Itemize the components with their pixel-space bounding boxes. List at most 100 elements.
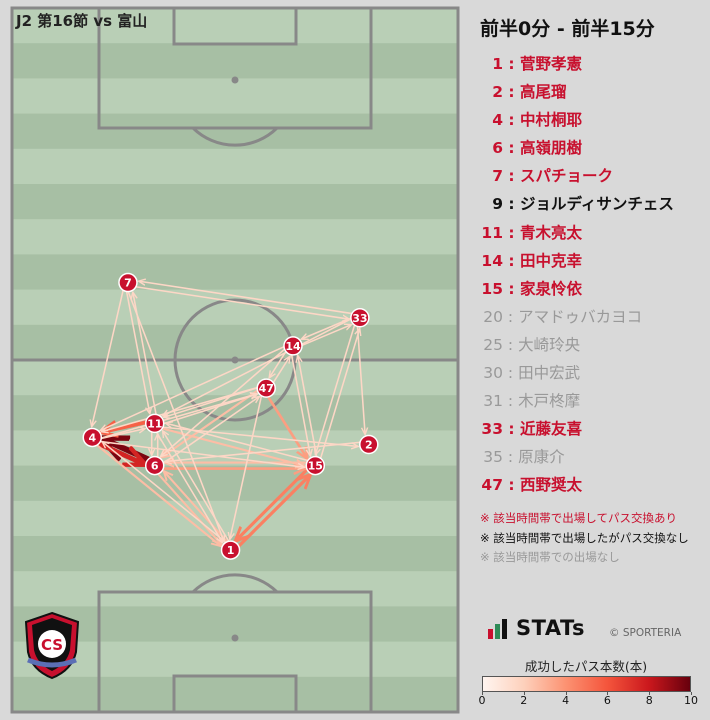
player-row: 20 : アマドゥバカヨコ — [480, 303, 706, 331]
player-row: 33 : 近藤友喜 — [480, 415, 706, 443]
player-row: 35 : 原康介 — [480, 443, 706, 471]
stats-bars-icon — [488, 619, 507, 639]
stats-logo: STATs — [516, 616, 585, 640]
player-name: 高嶺朋樹 — [520, 139, 583, 158]
colorbar — [482, 676, 691, 692]
pass-edge-6-1 — [157, 473, 220, 544]
pass-edge-15-11 — [166, 423, 309, 462]
player-node-label: 47 — [259, 382, 274, 395]
pass-edge-11-1 — [155, 431, 223, 543]
player-number: 4 — [492, 111, 503, 130]
colorbar-tick-label: 10 — [684, 694, 698, 707]
pass-edge-11-47 — [163, 394, 256, 425]
pass-edge-1-4 — [103, 442, 227, 543]
player-number: 47 — [481, 476, 503, 495]
player-name: 中村桐耶 — [520, 111, 583, 130]
pass-edge-7-1 — [127, 291, 223, 541]
player-node-label: 14 — [285, 340, 301, 353]
player-number: 33 — [481, 420, 503, 439]
copyright: © SPORTERIA — [609, 627, 682, 639]
colorbar-tick-label: 8 — [645, 694, 653, 707]
club-badge-icon: CS — [24, 611, 80, 680]
pass-edge-33-7 — [139, 281, 353, 315]
player-list: 1 : 菅野孝憲 2 : 高尾瑠 4 : 中村桐耶 6 : 高嶺朋樹 7 : スパチョー… — [480, 50, 706, 500]
pass-edge-11-4 — [102, 422, 148, 432]
pass-edge-14-4 — [101, 346, 285, 430]
player-name: 西野奨太 — [520, 476, 583, 495]
club-badge-text: CS — [41, 636, 63, 654]
pass-edge-7-11 — [125, 291, 150, 413]
player-node-11 — [144, 413, 165, 434]
player-number: 1 — [492, 55, 503, 73]
player-number: 35 — [483, 448, 503, 467]
player-row: 47 : 西野奨太 — [480, 471, 706, 499]
player-row: 2 : 高尾瑠 — [480, 78, 706, 106]
player-name: 家泉怜依 — [520, 279, 583, 298]
colorbar-tick — [565, 692, 567, 695]
pass-edge-14-6 — [161, 348, 285, 457]
player-node-33 — [350, 308, 370, 328]
pass-edges — [92, 281, 365, 546]
legend-note: ※ 該当時間帯で出場したがパス交換なし — [480, 530, 689, 545]
colorbar-tick-label: 4 — [562, 694, 570, 707]
player-number: 11 — [481, 223, 503, 242]
player-row: 25 : 大崎玲央 — [480, 331, 706, 359]
pass-edge-47-4 — [102, 386, 258, 432]
player-number: 9 — [492, 195, 503, 214]
player-node-47 — [256, 378, 276, 398]
pass-edge-33-2 — [356, 326, 366, 434]
colorbar-tick — [523, 692, 525, 695]
player-node-7 — [118, 272, 138, 293]
player-name: 田中宏武 — [518, 364, 581, 383]
player-name: 大崎玲央 — [518, 335, 581, 354]
pass-edge-7-33 — [135, 286, 348, 319]
player-name: ジョルディサンチェス — [520, 195, 674, 214]
player-number: 31 — [483, 392, 503, 411]
player-node-label: 6 — [151, 460, 159, 473]
match-title: J2 第16節 vs 富山 — [16, 12, 148, 30]
pass-edge-1-15 — [237, 475, 310, 548]
colorbar-tick — [649, 692, 651, 695]
colorbar-tick — [482, 692, 483, 695]
player-node-label: 1 — [227, 544, 235, 557]
player-row: 15 : 家泉怜依 — [480, 275, 706, 303]
player-row: 9 : ジョルディサンチェス — [480, 190, 706, 218]
player-name: 田中克幸 — [520, 251, 583, 270]
player-node-label: 33 — [352, 312, 367, 325]
player-name: 菅野孝憲 — [520, 55, 583, 73]
player-number: 14 — [481, 251, 503, 270]
pass-edge-47-6 — [162, 389, 259, 457]
legend-note: ※ 該当時間帯での出場なし — [480, 550, 620, 564]
pass-edge-47-14 — [272, 357, 290, 383]
colorbar-tick — [691, 692, 692, 695]
player-node-1 — [220, 540, 241, 560]
pass-edge-14-33 — [301, 325, 350, 346]
pass-edge-15-33 — [319, 329, 360, 459]
colorbar-tick-label: 6 — [603, 694, 611, 707]
player-number: 25 — [483, 335, 503, 354]
player-node-14 — [283, 336, 303, 356]
pass-edge-15-14 — [298, 356, 318, 457]
colorbar-tick-label: 0 — [478, 694, 486, 707]
player-number: 20 — [483, 307, 503, 326]
player-node-label: 7 — [124, 277, 132, 290]
player-name: 高尾瑠 — [520, 83, 567, 102]
pass-edge-4-1 — [96, 444, 220, 545]
player-name: 原康介 — [518, 448, 565, 467]
player-node-4 — [82, 427, 103, 448]
pass-edge-33-15 — [316, 324, 356, 455]
legend-note: ※ 該当時間帯で出場してパス交換あり — [480, 511, 677, 525]
pass-edge-14-47 — [270, 351, 287, 377]
player-name: 青木亮太 — [520, 223, 583, 242]
pass-edge-33-11 — [163, 318, 352, 415]
player-node-15 — [305, 455, 326, 476]
player-node-label: 2 — [365, 438, 373, 451]
player-node-label: 15 — [308, 460, 323, 473]
player-row: 31 : 木戸柊摩 — [480, 387, 706, 415]
time-range: 前半0分 - 前半15分 — [480, 18, 655, 40]
pass-edge-47-1 — [230, 395, 263, 538]
player-node-2 — [359, 434, 379, 455]
player-name: スパチョーク — [520, 167, 614, 186]
pass-edge-33-14 — [302, 317, 352, 338]
player-name: アマドゥバカヨコ — [518, 307, 643, 326]
